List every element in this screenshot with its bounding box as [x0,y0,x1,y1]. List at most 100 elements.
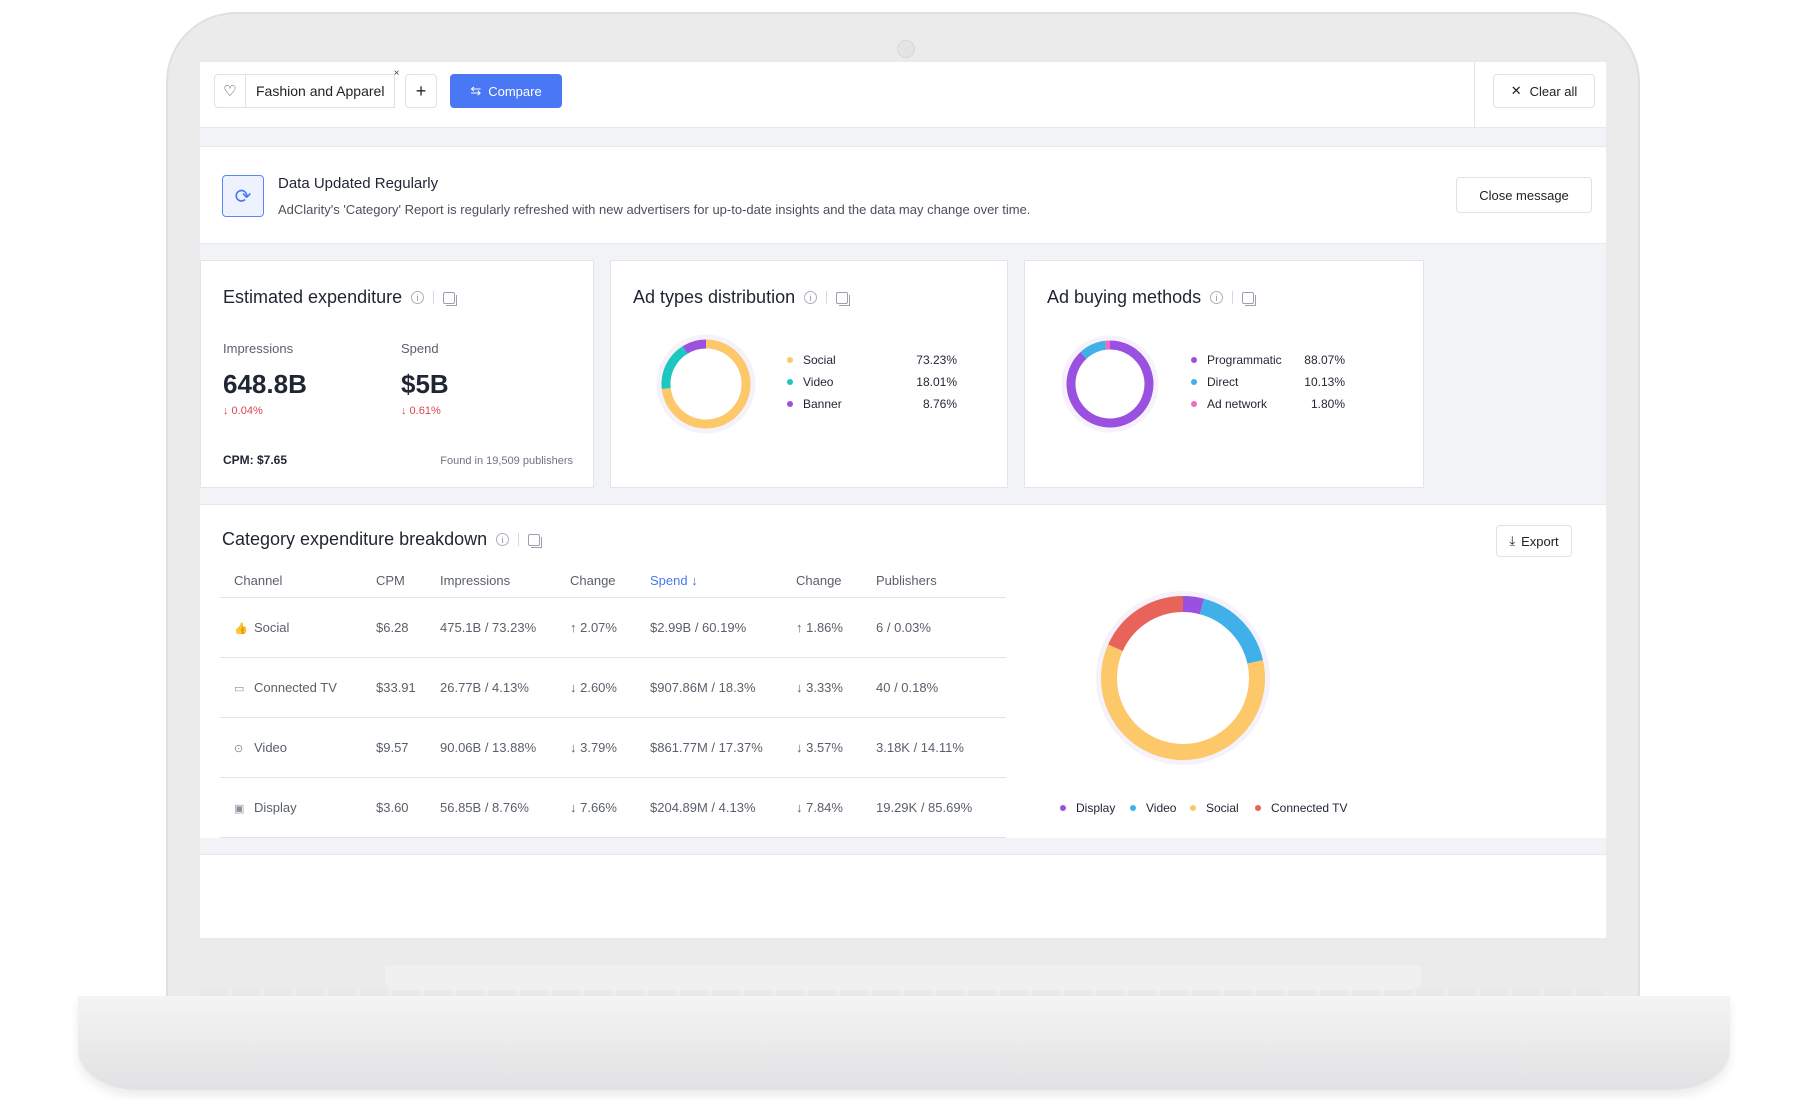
donut-slice-direct[interactable] [1080,340,1107,359]
cell-impressions: 475.1B / 73.23% [426,597,556,658]
channel-name: Video [254,739,288,755]
clear-all-button[interactable]: ✕ Clear all [1493,74,1595,108]
cell-impressions-change: ↓ 3.79% [556,717,636,778]
donut-slice-social[interactable] [661,339,751,429]
legend-item: Video 18.01% [787,375,957,389]
close-message-button[interactable]: Close message [1456,177,1592,213]
donut-slice-social[interactable] [1101,644,1265,760]
copy-icon[interactable] [1242,291,1257,306]
thumbs-up-icon: 👍 [234,622,248,635]
legend-dot [1190,805,1196,811]
donut-slice-programmatic[interactable] [1066,340,1154,428]
spend-value: $5B [401,369,449,399]
info-icon[interactable]: i [496,533,510,546]
info-icon[interactable]: i [411,291,425,304]
legend-label: Direct [1207,375,1239,389]
legend-item: Ad network 1.80% [1191,397,1345,411]
laptop-base [78,996,1730,1090]
column-header-impressions[interactable]: Impressions [426,565,556,598]
impressions-delta: ↓ 0.04% [223,405,263,417]
copy-icon[interactable] [528,533,543,548]
cell-spend-change: ↑ 1.86% [782,597,862,658]
cell-impressions: 56.85B / 8.76% [426,777,556,838]
export-label: Export [1521,533,1559,549]
donut-slice-video[interactable] [1199,598,1264,664]
legend-dot [1191,401,1197,407]
buying-methods-donut [1061,335,1159,433]
compare-label: Compare [488,83,542,99]
legend-dot [1130,805,1136,811]
cell-spend: $204.89M / 4.13% [636,777,782,838]
card-title: Ad types distribution i [633,287,851,308]
cell-channel: ▭ Connected TV [220,657,362,718]
play-icon: ⊙ [234,742,244,755]
category-chip[interactable]: ♡ Fashion and Apparel × [214,68,399,108]
download-icon: ⤓ [1509,533,1516,548]
copy-icon[interactable] [836,291,851,306]
divider [1474,62,1475,128]
legend-value: 73.23% [916,353,957,367]
heart-icon[interactable]: ♡ [214,74,246,108]
column-header-change[interactable]: Change [782,565,862,598]
divider [1232,291,1234,304]
compare-button[interactable]: ⇆ Compare [450,74,562,108]
camera [897,40,915,58]
cell-impressions-change: ↓ 2.60% [556,657,636,718]
legend-label: Video [1146,801,1177,815]
column-header-publishers[interactable]: Publishers [862,565,1006,598]
column-header-spend[interactable]: Spend ↓ [636,565,782,598]
expenditure-title: Estimated expenditure [223,287,403,307]
cell-cpm: $33.91 [362,657,426,718]
tv-icon: ▭ [234,682,245,695]
info-icon[interactable]: i [804,291,818,304]
cell-spend: $861.77M / 17.37% [636,717,782,778]
message-text: AdClarity's 'Category' Report is regular… [278,202,1031,217]
legend-item: Connected TV [1255,801,1348,815]
donut-slice-connected-tv[interactable] [1108,596,1184,652]
laptop-hinge [385,966,1421,990]
donut-slice-display[interactable] [1182,596,1205,615]
channel-name: Display [254,799,297,815]
ad-types-title: Ad types distribution [633,287,796,307]
legend-item: Social [1190,801,1239,815]
cell-channel: ⊙ Video [220,717,362,778]
cell-publishers: 3.18K / 14.11% [862,717,1006,778]
add-category-button[interactable]: + [405,74,437,108]
next-section [200,854,1606,938]
column-header-channel[interactable]: Channel [220,565,362,598]
breakdown-title: Category expenditure breakdown [222,529,488,549]
legend-label: Banner [803,397,842,411]
copy-icon[interactable] [443,291,458,306]
legend-label: Display [1076,801,1116,815]
buying-methods-card: Ad buying methods i Programmatic 88.07% D… [1024,260,1424,488]
table-row[interactable]: ⊙ Video $9.57 90.06B / 13.88% ↓ 3.79% $861.77… [220,717,1006,778]
buying-title: Ad buying methods [1047,287,1202,307]
legend-label: Social [803,353,836,367]
table-row[interactable]: 👍 Social $6.28 475.1B / 73.23% ↑ 2.07% $2.99B… [220,597,1006,658]
screen: ♡ Fashion and Apparel × + ⇆ Compare ✕ Cl… [200,62,1606,938]
table-row[interactable]: ▣ Display $3.60 56.85B / 8.76% ↓ 7.66% $204.8… [220,777,1006,838]
export-button[interactable]: ⤓ Export [1496,525,1572,557]
divider [826,291,828,304]
legend-item: Display [1060,801,1115,815]
column-header-change[interactable]: Change [556,565,636,598]
legend-dot [787,357,793,363]
chip-remove-icon[interactable]: × [393,68,400,79]
legend-label: Video [803,375,834,389]
donut-slice-video[interactable] [661,346,688,389]
legend-dot [787,401,793,407]
info-message: ⟳ Data Updated Regularly AdClarity's 'Ca… [200,146,1606,244]
publishers-found: Found in 19,509 publishers [440,455,573,467]
card-title: Ad buying methods i [1047,287,1257,308]
chip-label: Fashion and Apparel [246,74,396,108]
breakdown-table: Channel CPM Impressions Change Spend ↓ C… [220,565,1006,838]
cell-impressions-change: ↑ 2.07% [556,597,636,658]
expenditure-card: Estimated expenditure i Impressions 648.… [200,260,594,488]
legend-item: Video [1130,801,1176,815]
table-row[interactable]: ▭ Connected TV $33.91 26.77B / 4.13% ↓ 2.60%… [220,657,1006,718]
info-icon[interactable]: i [1210,291,1224,304]
legend-value: 1.80% [1310,397,1345,411]
legend-dot [1191,379,1197,385]
donut-slice-banner[interactable] [682,339,707,354]
column-header-cpm[interactable]: CPM [362,565,426,598]
